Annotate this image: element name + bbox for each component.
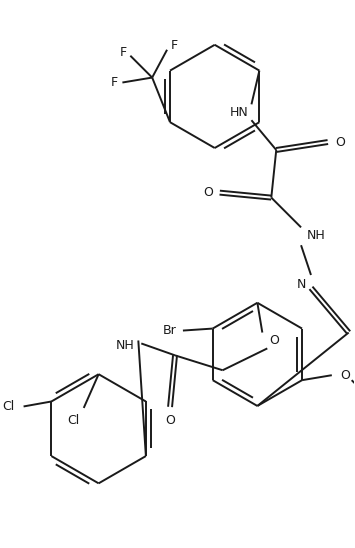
Text: O: O	[165, 414, 175, 427]
Text: Br: Br	[163, 324, 177, 337]
Text: NH: NH	[307, 229, 325, 242]
Text: F: F	[170, 39, 178, 52]
Text: F: F	[111, 76, 118, 89]
Text: HN: HN	[230, 106, 249, 119]
Text: Cl: Cl	[2, 400, 15, 413]
Text: N: N	[296, 278, 306, 292]
Text: Cl: Cl	[68, 414, 80, 427]
Text: O: O	[269, 334, 279, 347]
Text: O: O	[340, 369, 350, 382]
Text: NH: NH	[116, 339, 135, 352]
Text: F: F	[120, 46, 127, 59]
Text: O: O	[335, 135, 345, 149]
Text: O: O	[203, 186, 213, 199]
